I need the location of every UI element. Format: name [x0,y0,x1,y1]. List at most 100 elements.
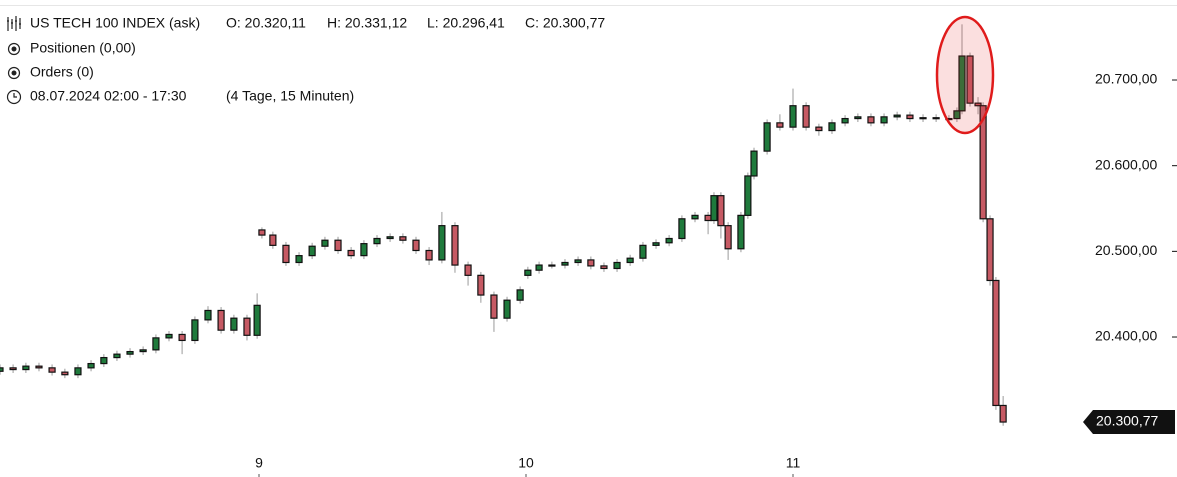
orders-icon [7,66,21,80]
ohlc-high: H: 20.331,12 [327,15,407,31]
candle-body [626,257,634,264]
date-range: 08.07.2024 02:00 - 17:30 [30,88,187,104]
clock-icon [6,89,22,105]
candle-body [230,317,238,331]
orders-dot [11,70,17,76]
candle-body [477,274,485,296]
y-tick-label: 20.500,00 [1095,242,1157,258]
candle-body [587,259,595,267]
candle-body [516,289,524,301]
positions-dot [11,46,17,52]
candle-body [451,225,459,266]
candle-body [360,243,368,257]
candle-body [295,255,303,264]
candle-body [737,214,745,250]
candle-body [386,236,394,240]
candle-body [0,367,4,372]
candle-body [717,195,725,227]
candle-body [399,236,407,241]
candle-body [548,264,556,267]
candle-body [253,304,261,336]
candle-body [334,239,342,252]
candle-body [652,242,660,246]
candle-body [347,249,355,257]
candle-body [880,116,888,124]
candle-body [704,214,712,222]
candle-body [613,261,621,270]
candle-body [204,309,212,321]
candle-body [490,294,498,319]
candle-body [191,319,199,342]
ohlc-open: O: 20.320,11 [226,15,306,31]
candle-body [678,218,686,240]
candle-body [763,122,771,152]
candle-body [979,105,987,220]
last-price-tag [1083,410,1175,435]
header-icons [6,16,22,105]
x-tick-label: 10 [518,455,534,471]
ohlc-close: C: 20.300,77 [525,15,605,31]
candle-body [165,333,173,339]
candle-body [438,225,446,261]
x-tick-label: 9 [255,455,263,471]
candle-body [691,214,699,220]
duration: (4 Tage, 15 Minuten) [226,88,354,104]
plot-area [0,24,1007,426]
candle-body [776,122,784,128]
highlight-ellipse [935,15,995,135]
candle-body [243,317,251,336]
chart-title: US TECH 100 INDEX (ask) [30,15,200,31]
candle-body [958,55,966,112]
candle-body [258,229,266,236]
candle-body [464,264,472,276]
candle-body [425,249,433,261]
candles-icon [7,16,21,31]
candle-body [87,362,95,369]
candle-body [321,239,329,247]
candle-body [217,309,225,331]
candle-body [574,259,582,264]
candle-body [932,117,940,120]
candle-body [744,175,752,216]
candle-body [113,353,121,359]
candle-body [906,114,914,120]
candle-body [665,237,673,244]
candle-body [561,261,569,266]
candle-body [139,349,147,353]
candle-body [600,265,608,270]
candle-body [373,237,381,245]
candle-body [126,350,134,355]
candle-body [802,105,810,128]
candle-body [22,365,30,371]
candle-body [919,117,927,120]
candle-body [61,371,69,376]
clock-hands [13,93,17,98]
positions-icon [7,42,21,56]
candle-body [789,105,797,128]
y-tick-label: 20.600,00 [1095,156,1157,172]
y-tick-label: 20.700,00 [1095,71,1157,87]
candle-body [152,337,160,351]
candle-body [893,114,901,118]
orders: Orders (0) [30,64,94,80]
candle-body [9,367,17,371]
candle-body [524,269,532,276]
icon-dots [11,46,17,76]
candle-body [986,218,994,282]
candle-body [412,239,420,252]
candle-body [100,356,108,365]
candle-body [828,122,836,132]
candle-body [854,116,862,120]
positions: Positionen (0,00) [30,40,136,56]
candle-body [269,234,277,246]
candle-body [841,117,849,124]
candle-body [750,150,758,177]
candle-body [503,299,511,319]
ohlc-low: L: 20.296,41 [427,15,505,31]
x-tick-label: 11 [786,455,801,471]
candle-body [48,367,56,373]
candle-body [867,116,875,124]
candle-body [178,333,186,342]
candle-body [953,110,961,120]
